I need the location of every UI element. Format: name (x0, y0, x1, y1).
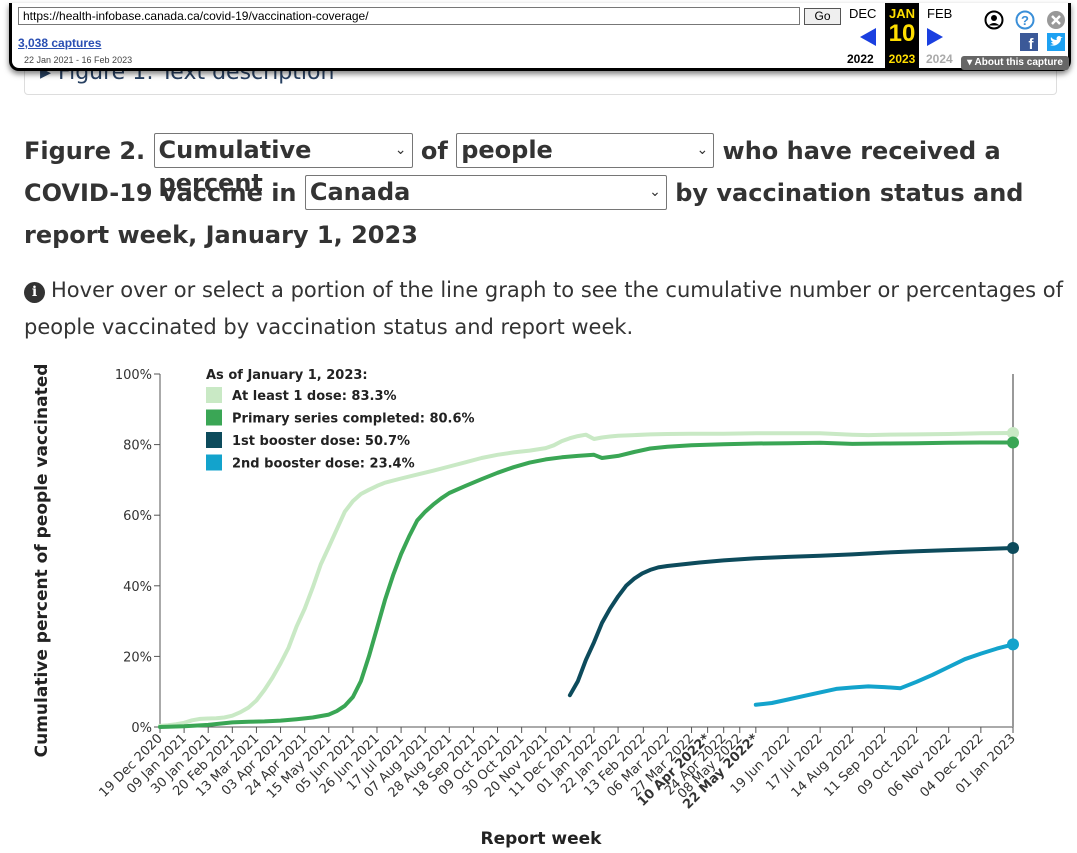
user-account-icon[interactable] (984, 10, 1004, 30)
help-icon[interactable]: ? (1015, 10, 1035, 30)
hover-instructions-text: Hover over or select a portion of the li… (24, 278, 1064, 339)
y-tick-label: 20% (123, 650, 152, 665)
caret-down-icon: ▾ (967, 57, 975, 68)
figure-number: Figure 2. (24, 137, 146, 165)
heading-mid-text: who have received a COVID-19 vaccine in (24, 137, 1001, 207)
legend-swatch[interactable] (206, 432, 222, 448)
chevron-down-icon: ⌄ (696, 141, 709, 158)
x-axis-title: Report week (481, 829, 603, 849)
legend-swatch[interactable] (206, 409, 222, 426)
y-tick-label: 40% (123, 580, 152, 595)
y-tick-label: 0% (131, 721, 152, 736)
y-tick-label: 80% (123, 439, 152, 454)
y-tick-label: 60% (123, 509, 152, 524)
wayback-url-input[interactable]: https://health-infobase.canada.ca/covid-… (18, 7, 800, 25)
series-line-2[interactable] (158, 440, 1015, 729)
twitter-icon[interactable] (1047, 33, 1065, 51)
series-line-1[interactable] (158, 431, 1015, 728)
info-icon: i (24, 282, 45, 303)
wayback-toolbar: https://health-infobase.canada.ca/covid-… (9, 3, 1071, 71)
heading-suffix-text: by vaccination status and report week, J… (24, 179, 1024, 249)
chevron-down-icon: ⌄ (649, 183, 661, 200)
series-point-3[interactable] (1007, 542, 1019, 555)
measure-select-value: Cumulative percent (158, 135, 312, 197)
population-select[interactable]: people ⌄ (456, 132, 715, 168)
wayback-current-year: 2023 (888, 52, 916, 66)
legend-swatch[interactable] (206, 454, 222, 471)
about-capture-label: About this capture (974, 57, 1063, 68)
region-select-value: Canada (309, 177, 411, 206)
heading-of-text: of (420, 137, 448, 165)
figure-heading: Figure 2. Cumulative percent ⌄ of people… (24, 130, 1064, 256)
series-point-1[interactable] (1007, 426, 1019, 439)
wayback-next-year[interactable]: 2024 (926, 52, 953, 66)
wayback-current-month: JAN (888, 6, 915, 21)
next-arrow-icon[interactable] (926, 27, 944, 47)
legend-label[interactable]: Primary series completed: 80.6% (232, 412, 475, 427)
about-capture-button[interactable]: ▾ About this capture (961, 56, 1069, 70)
series-point-4[interactable] (1007, 638, 1019, 651)
chevron-down-icon: ⌄ (394, 141, 407, 158)
wayback-captures-link[interactable]: 3,038 captures (18, 36, 102, 50)
population-select-value: people (461, 135, 553, 164)
y-axis-title: Cumulative percent of people vaccinated (32, 364, 52, 758)
close-icon[interactable] (1046, 10, 1066, 30)
measure-select[interactable]: Cumulative percent ⌄ (153, 132, 413, 197)
wayback-prev-month[interactable]: DEC (849, 6, 877, 21)
region-select[interactable]: Canada ⌄ (304, 174, 667, 210)
wayback-go-button[interactable]: Go (804, 8, 841, 25)
legend-title: As of January 1, 2023: (206, 368, 368, 383)
legend-label[interactable]: 1st booster dose: 50.7% (232, 434, 410, 449)
wayback-capture-range: 22 Jan 2021 - 16 Feb 2023 (24, 55, 133, 65)
wayback-prev-year[interactable]: 2022 (847, 52, 874, 66)
wayback-current-capture: JAN 10 2023 (885, 3, 919, 69)
y-tick-label: 100% (115, 368, 152, 383)
hover-instructions: i Hover over or select a portion of the l… (24, 272, 1064, 346)
series-line-3[interactable] (567, 546, 1015, 698)
facebook-icon[interactable]: f (1020, 33, 1038, 51)
legend-label[interactable]: 2nd booster dose: 23.4% (232, 457, 415, 472)
series-line-4[interactable] (753, 642, 1015, 707)
legend-swatch[interactable] (206, 387, 222, 403)
prev-arrow-icon[interactable] (859, 27, 877, 47)
series-point-2[interactable] (1007, 436, 1019, 449)
svg-text:f: f (1029, 36, 1035, 51)
wayback-current-day: 10 (888, 20, 916, 47)
svg-text:?: ? (1021, 13, 1029, 28)
legend-label[interactable]: At least 1 dose: 83.3% (232, 389, 397, 404)
wayback-next-month[interactable]: FEB (927, 6, 953, 21)
